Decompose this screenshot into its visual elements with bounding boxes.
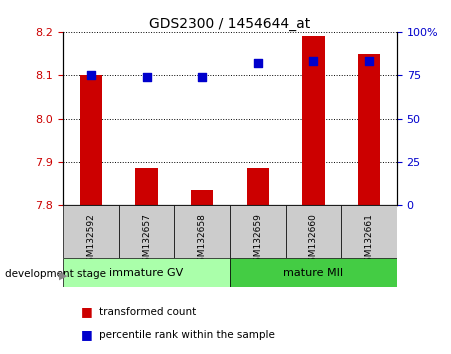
Text: GSM132660: GSM132660 — [309, 213, 318, 268]
Point — [143, 74, 150, 80]
Text: GSM132657: GSM132657 — [142, 213, 151, 268]
Text: ▶: ▶ — [59, 270, 67, 280]
Text: GSM132592: GSM132592 — [87, 213, 96, 268]
Bar — [302, 36, 325, 205]
Point — [198, 74, 206, 80]
Text: ■: ■ — [81, 305, 93, 318]
Text: immature GV: immature GV — [110, 268, 184, 278]
Bar — [230, 258, 397, 287]
Point — [365, 58, 373, 64]
Text: GSM132658: GSM132658 — [198, 213, 207, 268]
Text: transformed count: transformed count — [99, 307, 197, 316]
Text: percentile rank within the sample: percentile rank within the sample — [99, 330, 275, 339]
Text: development stage: development stage — [5, 269, 106, 279]
Bar — [247, 169, 269, 205]
Point — [87, 73, 95, 78]
Point — [310, 58, 317, 64]
Bar — [285, 205, 341, 258]
Bar — [358, 53, 380, 205]
Bar — [175, 205, 230, 258]
Bar — [135, 169, 158, 205]
Text: GSM132659: GSM132659 — [253, 213, 262, 268]
Text: mature MII: mature MII — [283, 268, 344, 278]
Bar — [119, 205, 175, 258]
Bar — [191, 190, 213, 205]
Point — [254, 60, 262, 66]
Bar — [230, 205, 285, 258]
Bar — [341, 205, 397, 258]
Bar — [63, 205, 119, 258]
Bar — [80, 75, 102, 205]
Title: GDS2300 / 1454644_at: GDS2300 / 1454644_at — [149, 17, 311, 31]
Text: GSM132661: GSM132661 — [364, 213, 373, 268]
Bar — [63, 258, 230, 287]
Text: ■: ■ — [81, 328, 93, 341]
